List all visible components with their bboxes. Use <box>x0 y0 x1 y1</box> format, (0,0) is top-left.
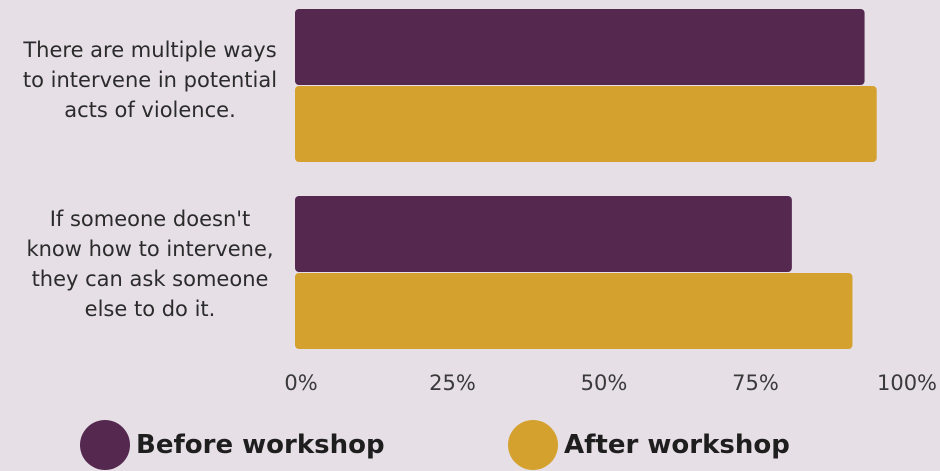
x-tick-label-1: 0% <box>284 371 317 395</box>
category-1-line-3: acts of violence. <box>64 98 236 122</box>
bar-after-category-1 <box>295 86 877 162</box>
legend-after-label: After workshop <box>564 430 790 460</box>
legend-before-swatch <box>80 420 130 470</box>
x-tick-label-3: 50% <box>581 371 628 395</box>
category-1-line-1: There are multiple ways <box>23 38 277 62</box>
legend-after-swatch <box>508 420 558 470</box>
bar-before-category-1 <box>295 9 865 85</box>
category-2-line-3: they can ask someone <box>31 267 269 291</box>
x-tick-label-4: 75% <box>732 371 779 395</box>
x-tick-label-2: 25% <box>429 371 476 395</box>
legend-before: Before workshop <box>80 420 385 470</box>
x-tick-label-5: 100% <box>877 371 937 395</box>
x-axis-ticks: 0% 25% 50% 75% 100% <box>284 371 937 395</box>
bar-after-category-2 <box>295 273 853 349</box>
category-label-1: There are multiple ways to intervene in … <box>0 35 300 125</box>
category-1-line-2: to intervene in potential <box>22 68 278 92</box>
category-2-line-2: know how to intervene, <box>26 237 274 261</box>
category-2-line-4: else to do it. <box>84 297 216 321</box>
category-label-2: If someone doesn't know how to intervene… <box>0 204 300 324</box>
legend-after: After workshop <box>508 420 790 470</box>
legend-before-label: Before workshop <box>136 430 385 460</box>
category-2-line-1: If someone doesn't <box>49 207 251 231</box>
bars-group <box>295 9 877 349</box>
bar-before-category-2 <box>295 196 792 272</box>
